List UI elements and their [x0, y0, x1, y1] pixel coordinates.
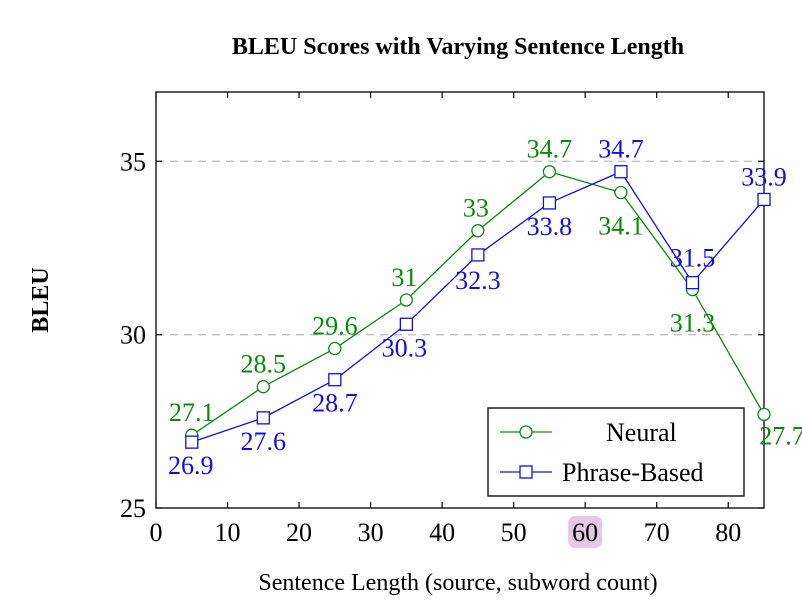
data-label: 33.8: [527, 212, 573, 241]
data-label: 32.3: [455, 266, 501, 295]
x-tick-label: 30: [358, 518, 384, 547]
data-label: 27.7: [759, 421, 802, 450]
data-label: 30.3: [382, 333, 428, 362]
y-tick-label: 30: [120, 321, 146, 350]
data-label: 29.6: [312, 312, 358, 341]
legend-label: Phrase-Based: [562, 458, 704, 487]
x-tick-label: 10: [215, 518, 241, 547]
data-label: 31: [391, 263, 417, 292]
data-point-square: [471, 248, 485, 262]
x-tick-label: 40: [429, 518, 455, 547]
data-point-square: [399, 317, 414, 331]
data-point-circle: [614, 185, 628, 200]
data-point-circle: [542, 165, 557, 179]
highlighted-tick-background: [568, 516, 603, 548]
chart-title: BLEU Scores with Varying Sentence Length: [232, 34, 684, 60]
x-tick-label: 60: [572, 518, 598, 547]
x-tick-label: 80: [715, 518, 741, 547]
series-layer: 27.1 28.5 29.6 31 33 34.7 34.1 31.3 27.7 26.9 27.6…: [168, 135, 802, 480]
data-point-square: [685, 276, 700, 290]
data-point-circle: [328, 341, 342, 356]
data-point-square: [614, 165, 628, 179]
x-axis-label: Sentence Length (source, subword count): [258, 570, 657, 596]
data-point-square: [256, 411, 270, 425]
plot-frame: [155, 91, 765, 509]
data-point-square: [757, 192, 771, 207]
data-label: 31.5: [670, 244, 716, 273]
axes: 0 10 20 30 40 50 60 70 80 25 30 35: [120, 91, 765, 548]
data-label: 26.9: [168, 451, 214, 480]
data-point-circle: [519, 425, 533, 439]
data-point-square: [519, 465, 533, 479]
data-point-square: [542, 196, 557, 210]
series-phrase-based: 26.9 27.6 28.7 30.3 32.3 33.8 34.7 31.5 33.9: [168, 135, 787, 480]
x-tick-label: 50: [501, 518, 527, 547]
data-label: 27.1: [169, 398, 215, 427]
x-tick-label: 70: [644, 518, 670, 547]
y-tick-label: 25: [120, 494, 146, 523]
x-tick-label: 20: [286, 518, 312, 547]
data-label: 27.6: [241, 427, 287, 456]
series-neural: 27.1 28.5 29.6 31 33 34.7 34.1 31.3 27.7: [169, 135, 802, 451]
data-label: 34.7: [527, 135, 573, 164]
data-label: 33: [463, 194, 489, 223]
data-point-circle: [256, 380, 270, 394]
legend-box: [487, 407, 745, 497]
data-point-circle: [399, 293, 414, 307]
data-label: 28.7: [312, 389, 358, 418]
legend-item: Phrase-Based: [500, 458, 704, 487]
legend: Neural Phrase-Based: [487, 407, 745, 497]
data-label: 33.9: [741, 162, 787, 191]
x-tick-label: 0: [150, 518, 163, 547]
data-label: 28.5: [241, 350, 287, 379]
data-point-circle: [471, 224, 485, 238]
data-label: 31.3: [670, 309, 716, 338]
data-point-circle: [757, 407, 771, 422]
y-axis-label: BLEU: [28, 267, 54, 332]
data-point-square: [328, 373, 342, 387]
y-tick-label: 35: [120, 147, 146, 176]
legend-item: Neural: [500, 418, 677, 447]
data-label: 34.7: [598, 135, 644, 164]
data-point-square: [185, 435, 199, 449]
grid-lines: [156, 160, 764, 336]
data-label: 34.1: [598, 212, 644, 241]
legend-label: Neural: [606, 418, 677, 447]
